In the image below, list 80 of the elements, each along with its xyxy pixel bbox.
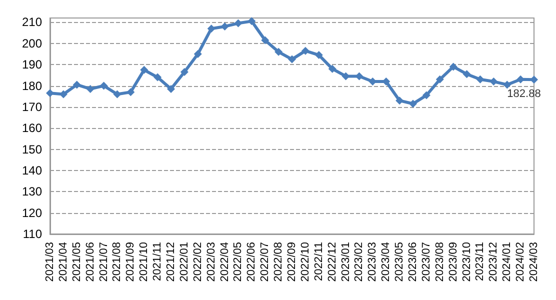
y-tick-label: 110 — [22, 227, 42, 241]
point — [449, 62, 458, 71]
x-tick-label: 2023/12 — [488, 242, 500, 282]
point — [422, 91, 430, 100]
point — [314, 51, 323, 60]
x-tick-label: 2022/05 — [232, 242, 244, 282]
point — [234, 19, 242, 28]
point — [140, 66, 148, 74]
y-tick-label: 160 — [22, 121, 42, 136]
point — [207, 24, 216, 33]
x-tick-label: 2024/03 — [528, 242, 540, 282]
x-tick-label: 2023/08 — [434, 242, 446, 282]
point — [274, 48, 283, 56]
point — [476, 75, 484, 84]
x-tick-label: 2022/12 — [326, 242, 338, 282]
x-tick-label: 2024/01 — [501, 242, 514, 282]
point — [530, 76, 538, 84]
x-tick-label: 2023/09 — [447, 242, 460, 282]
point — [46, 89, 54, 98]
x-tick-label: 2023/04 — [380, 242, 392, 282]
x-tick-label: 2021/11 — [152, 242, 164, 281]
x-tick-label: 2024/02 — [514, 242, 527, 282]
x-tick-label: 2022/03 — [205, 242, 218, 282]
point — [194, 50, 202, 58]
point — [288, 55, 296, 64]
x-tick-label: 2021/10 — [138, 242, 150, 282]
point — [462, 70, 471, 78]
x-tick-label: 2022/11 — [312, 242, 325, 281]
x-tick-label: 2022/10 — [299, 242, 312, 282]
y-tick-label: 200 — [22, 36, 42, 50]
y-tick-label: 130 — [22, 184, 42, 199]
point — [436, 75, 444, 84]
point — [100, 82, 108, 90]
x-tick-label: 2022/08 — [272, 242, 285, 282]
point — [409, 100, 417, 108]
point — [328, 64, 336, 73]
point — [167, 84, 175, 93]
x-tick-label: 2021/12 — [165, 242, 177, 282]
y-tick-label: 180 — [22, 78, 42, 93]
point — [261, 36, 270, 44]
point — [490, 78, 498, 86]
x-tick-label: 2023/05 — [394, 242, 406, 282]
x-tick-label: 2023/01 — [340, 242, 352, 282]
x-tick-label: 2022/04 — [218, 242, 231, 282]
x-tick-label: 2021/09 — [124, 242, 137, 282]
y-tick-label: 140 — [22, 163, 42, 178]
point — [248, 17, 256, 26]
x-tick-label: 2023/07 — [420, 242, 432, 282]
x-tick-label: 2022/06 — [246, 242, 258, 282]
x-tick-label: 2021/04 — [57, 242, 70, 282]
point — [86, 84, 94, 93]
x-tick-label: 2022/01 — [178, 242, 190, 282]
x-tick-label: 2023/06 — [407, 242, 419, 282]
point — [72, 80, 81, 89]
y-tick-label: 150 — [22, 142, 42, 156]
point — [154, 73, 162, 82]
x-tick-label: 2021/06 — [84, 242, 96, 282]
point — [301, 46, 310, 55]
point — [126, 88, 135, 96]
x-tick-label: 2023/11 — [474, 242, 486, 281]
x-tick-label: 2023/02 — [353, 242, 366, 282]
point — [220, 22, 229, 30]
x-tick-label: 2022/02 — [192, 242, 204, 282]
y-tick-label: 120 — [22, 206, 42, 220]
y-tick-label: 170 — [22, 100, 42, 114]
x-tick-label: 2022/09 — [286, 242, 298, 282]
x-tick-label: 2021/07 — [98, 242, 110, 282]
y-tick-label: 190 — [22, 58, 42, 72]
data-label: 182.88 — [507, 88, 541, 100]
point — [113, 90, 122, 98]
point — [503, 80, 512, 89]
x-tick-label: 2021/05 — [70, 242, 83, 282]
x-tick-label: 2023/10 — [460, 242, 473, 282]
x-tick-label: 2021/08 — [111, 242, 124, 282]
point — [180, 68, 188, 76]
x-tick-label: 2021/03 — [44, 242, 56, 282]
x-tick-label: 2022/07 — [259, 242, 272, 282]
y-tick-label: 210 — [22, 15, 42, 30]
x-tick-label: 2023/03 — [366, 242, 379, 282]
point — [396, 96, 404, 105]
